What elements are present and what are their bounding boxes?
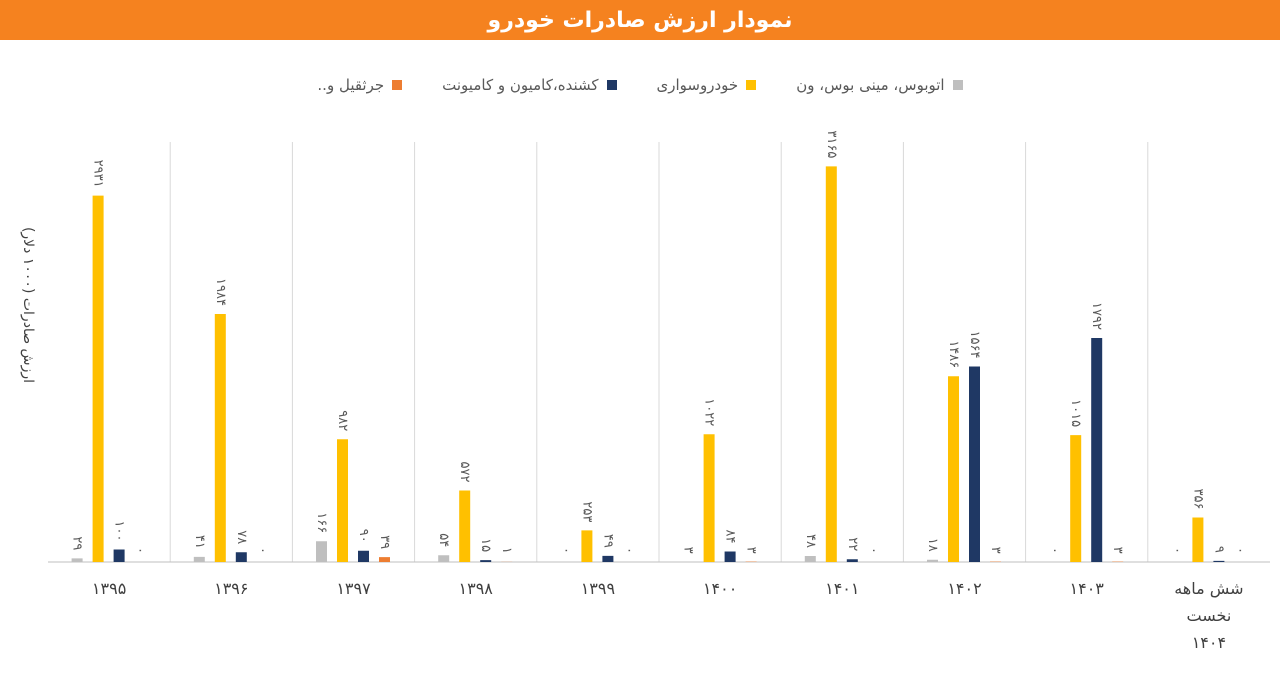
x-tick-label: ۱۴۰۱ [825,579,859,598]
data-label: ۹ [1211,546,1226,553]
data-label: ۳ [988,547,1003,554]
data-label: ۱۶۶ [314,512,329,533]
legend-label-bus: اتوبوس، مینی بوس، ون [796,76,945,94]
x-tick-label: ۱۴۰۳ [1070,579,1105,598]
x-tick-label: ۱۳۹۹ [581,579,615,598]
bar [1192,517,1204,562]
data-label: ۳۵۶ [1190,489,1205,510]
data-label: ۱۹۸۴ [213,278,228,306]
bar [214,314,226,562]
data-label: ۲۲ [845,537,860,551]
bar [379,557,390,562]
data-label: ۰ [866,547,881,554]
legend-label-car: خودروسواری [656,76,739,94]
bar [581,530,593,562]
legend-item-truck: کشنده،کامیون و کامیونت [442,76,617,94]
bar [316,541,327,562]
bar [927,559,938,562]
data-label: ۵۷۲ [457,462,472,483]
data-label: ۰ [1232,547,1247,554]
data-label: ۳ [744,547,759,554]
x-tick-label: ۱۳۹۸ [459,579,494,598]
legend-label-crane: جرثقیل و.. [317,76,385,94]
data-label: ۲۵۳ [579,501,594,522]
chart-legend: اتوبوس، مینی بوس، ون خودروسواری کشنده،کا… [0,76,1280,94]
data-label: ۱ [499,547,514,554]
bar [846,559,858,562]
bar [602,555,614,562]
bar [804,556,816,562]
data-label: ۴۱ [192,535,207,549]
data-label: ۳ [1110,547,1125,554]
legend-label-truck: کشنده،کامیون و کامیونت [442,76,599,94]
x-tick-label: ۱۳۹۶ [214,579,248,598]
data-label: ۴۹ [600,534,615,548]
legend-swatch-crane [392,80,403,90]
data-label: ۴۸ [803,534,818,548]
data-label: ۳۹ [377,535,392,549]
bar [825,166,837,562]
data-label: ۱۷۹۲ [1089,302,1104,330]
data-label: ۱۵ [478,538,493,552]
chart-title: نمودار ارزش صادرات خودرو [487,7,793,33]
data-label: ۵۴ [436,533,451,547]
data-label: ۰ [255,547,270,554]
bar [724,551,736,562]
bar [1091,338,1103,562]
data-label: ۱۵۶۴ [967,331,982,359]
bar [113,549,125,562]
data-label: ۰ [558,547,573,554]
x-tick-label: ۱۳۹۷ [336,579,371,598]
bar [438,555,450,562]
data-label: ۲۹ [70,536,85,550]
data-label: ۰ [1047,547,1062,554]
bar [92,195,104,562]
legend-swatch-bus [952,80,963,90]
data-label: ۰ [133,547,148,554]
data-label: ۳۱۶۵ [824,130,839,158]
bar [71,558,83,562]
data-label: ۹۰ [356,529,371,543]
bar [235,552,247,562]
x-tick-label: ۱۳۹۵ [92,579,126,598]
bar [358,550,369,562]
x-tick-label: نخست [1187,606,1232,625]
data-label: ۹۸۲ [335,410,350,431]
bar [948,376,959,562]
x-tick-label: ۱۴۰۰ [703,579,737,598]
data-label: ۱۴۸۶ [946,340,961,368]
bar [480,560,492,562]
data-label: ۱۸ [925,538,940,552]
bar [1070,435,1082,562]
data-label: ۳ [681,547,696,554]
bar [193,556,205,562]
data-label: ۱۰۱۵ [1068,399,1083,427]
bar [337,439,348,562]
data-label: ۰ [1169,547,1184,554]
legend-swatch-car [746,80,757,90]
data-label: ۱۰۰ [112,521,127,542]
x-tick-label: ۱۴۰۲ [947,579,981,598]
legend-item-crane: جرثقیل و.. [317,76,403,94]
legend-item-bus: اتوبوس، مینی بوس، ون [796,76,963,94]
bar [969,366,980,562]
data-label: ۰ [621,547,636,554]
data-label: ۷۸ [234,530,249,544]
legend-swatch-truck [606,80,617,90]
bar [703,434,715,562]
data-label: ۸۴ [723,530,738,544]
bar [1213,560,1225,562]
chart-title-banner: نمودار ارزش صادرات خودرو [0,0,1280,40]
legend-item-car: خودروسواری [657,76,757,94]
x-tick-label: ۱۴۰۴ [1192,633,1226,652]
bar [459,490,471,562]
data-label: ۱۰۲۲ [702,398,717,426]
x-tick-label: شش ماهه [1174,579,1243,599]
data-label: ۲۹۳۱ [91,160,106,188]
